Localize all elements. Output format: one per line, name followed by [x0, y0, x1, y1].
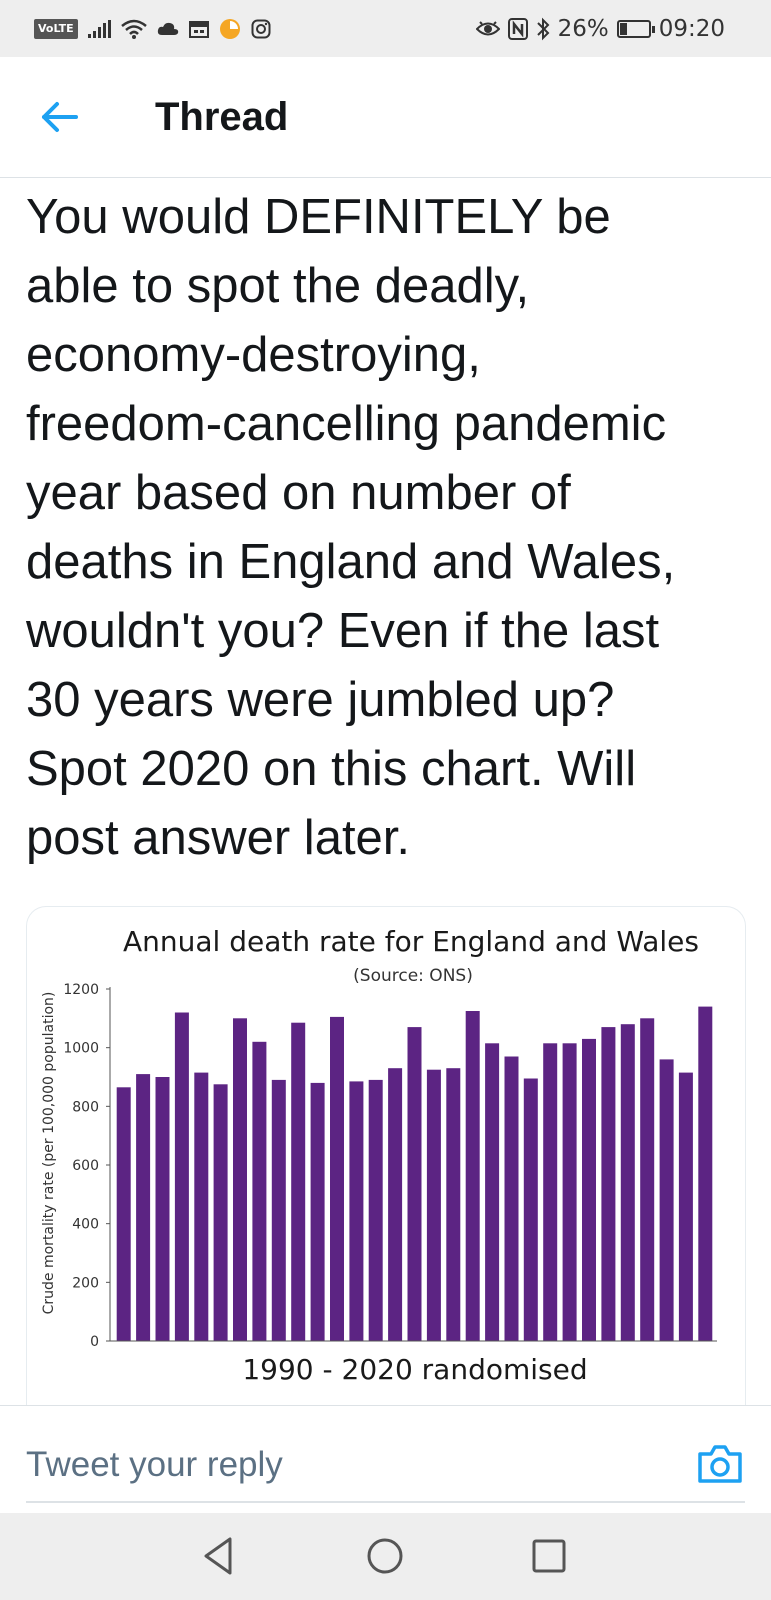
- arrow-left-icon: [42, 102, 78, 132]
- chart-bar: [426, 1069, 441, 1341]
- system-nav-bar: [0, 1513, 771, 1600]
- y-tick-label: 1200: [63, 982, 99, 998]
- chart-title: Annual death rate for England and Wales: [123, 925, 699, 958]
- chart-bar: [233, 1018, 247, 1341]
- camera-button[interactable]: [697, 1444, 743, 1484]
- chart-bar: [388, 1068, 403, 1341]
- home-circle-icon: [367, 1538, 403, 1574]
- calendar-icon: [188, 21, 209, 38]
- wifi-icon: [120, 19, 147, 39]
- chart-bar: [368, 1079, 383, 1341]
- chart-subtitle: (Source: ONS): [353, 966, 473, 986]
- chart-bar: [698, 1006, 713, 1341]
- battery-percent: 26%: [557, 16, 609, 42]
- chart-bar: [155, 1077, 170, 1341]
- chart-bar: [523, 1078, 538, 1341]
- chart-bar: [485, 1043, 500, 1341]
- chart-bar: [640, 1018, 655, 1341]
- signal-icon: [87, 20, 111, 38]
- battery-icon: [616, 20, 655, 38]
- chart-bar: [543, 1043, 558, 1341]
- bar-chart: Annual death rate for England and Wales …: [41, 925, 717, 1386]
- chart-bar: [465, 1011, 480, 1341]
- chart-bar: [213, 1084, 228, 1341]
- chart-bar: [116, 1087, 131, 1341]
- status-bar-right: 26% 09:20: [475, 14, 725, 44]
- back-button[interactable]: [38, 97, 82, 137]
- chart-bar: [620, 1024, 635, 1341]
- battery-level: [619, 23, 627, 35]
- reply-underline: [26, 1501, 745, 1503]
- instagram-icon: [251, 19, 271, 39]
- reply-input[interactable]: [26, 1442, 666, 1488]
- page-title: Thread: [155, 95, 289, 139]
- back-triangle-icon: [204, 1537, 232, 1575]
- chart-bar: [174, 1012, 189, 1341]
- chart-bar: [582, 1038, 596, 1341]
- eye-icon: [475, 21, 500, 36]
- bluetooth-icon: [536, 17, 549, 41]
- chart-y-label: Crude mortality rate (per 100,000 popula…: [41, 992, 57, 1315]
- nav-back-button[interactable]: [196, 1533, 242, 1579]
- volte-badge: VoLTE: [34, 19, 78, 39]
- chart-bar: [678, 1072, 693, 1341]
- nav-recents-button[interactable]: [526, 1533, 572, 1579]
- y-tick-label: 800: [72, 1099, 99, 1115]
- chart-bar: [504, 1056, 519, 1341]
- recents-square-icon: [532, 1539, 566, 1573]
- chart-bar: [330, 1016, 344, 1341]
- chart-bar: [194, 1072, 209, 1341]
- timer-icon: [219, 19, 240, 39]
- y-tick-label: 1000: [63, 1041, 99, 1057]
- chart-bar: [562, 1043, 577, 1341]
- chart-bar: [601, 1027, 616, 1341]
- y-tick-label: 400: [72, 1217, 99, 1233]
- tweet-media-chart[interactable]: Annual death rate for England and Wales …: [26, 906, 746, 1407]
- chart-x-label: 1990 - 2020 randomised: [242, 1353, 587, 1386]
- clock: 09:20: [658, 16, 725, 42]
- y-tick-label: 200: [72, 1275, 99, 1291]
- chart-bar: [271, 1079, 286, 1341]
- tweet-text: You would DEFINITELY be able to spot the…: [26, 190, 676, 865]
- chart-bar: [349, 1081, 364, 1341]
- status-bar-left: VoLTE: [34, 16, 271, 42]
- status-bar: VoLTE: [0, 0, 771, 57]
- chart-bar: [446, 1068, 461, 1341]
- reply-bar: [0, 1405, 771, 1514]
- chart-bar: [310, 1082, 325, 1341]
- nav-home-button[interactable]: [362, 1533, 408, 1579]
- chart-bar: [136, 1074, 151, 1341]
- y-tick-label: 600: [72, 1158, 99, 1174]
- chart-bar: [291, 1022, 306, 1341]
- chart-bar: [252, 1041, 267, 1341]
- y-tick-label: 0: [90, 1334, 99, 1350]
- chart-bar: [659, 1059, 674, 1341]
- thread-header: Thread: [0, 57, 771, 178]
- cloud-icon: [157, 22, 178, 35]
- camera-icon: [698, 1445, 742, 1483]
- chart-bar: [407, 1027, 422, 1341]
- nfc-icon: [507, 18, 528, 40]
